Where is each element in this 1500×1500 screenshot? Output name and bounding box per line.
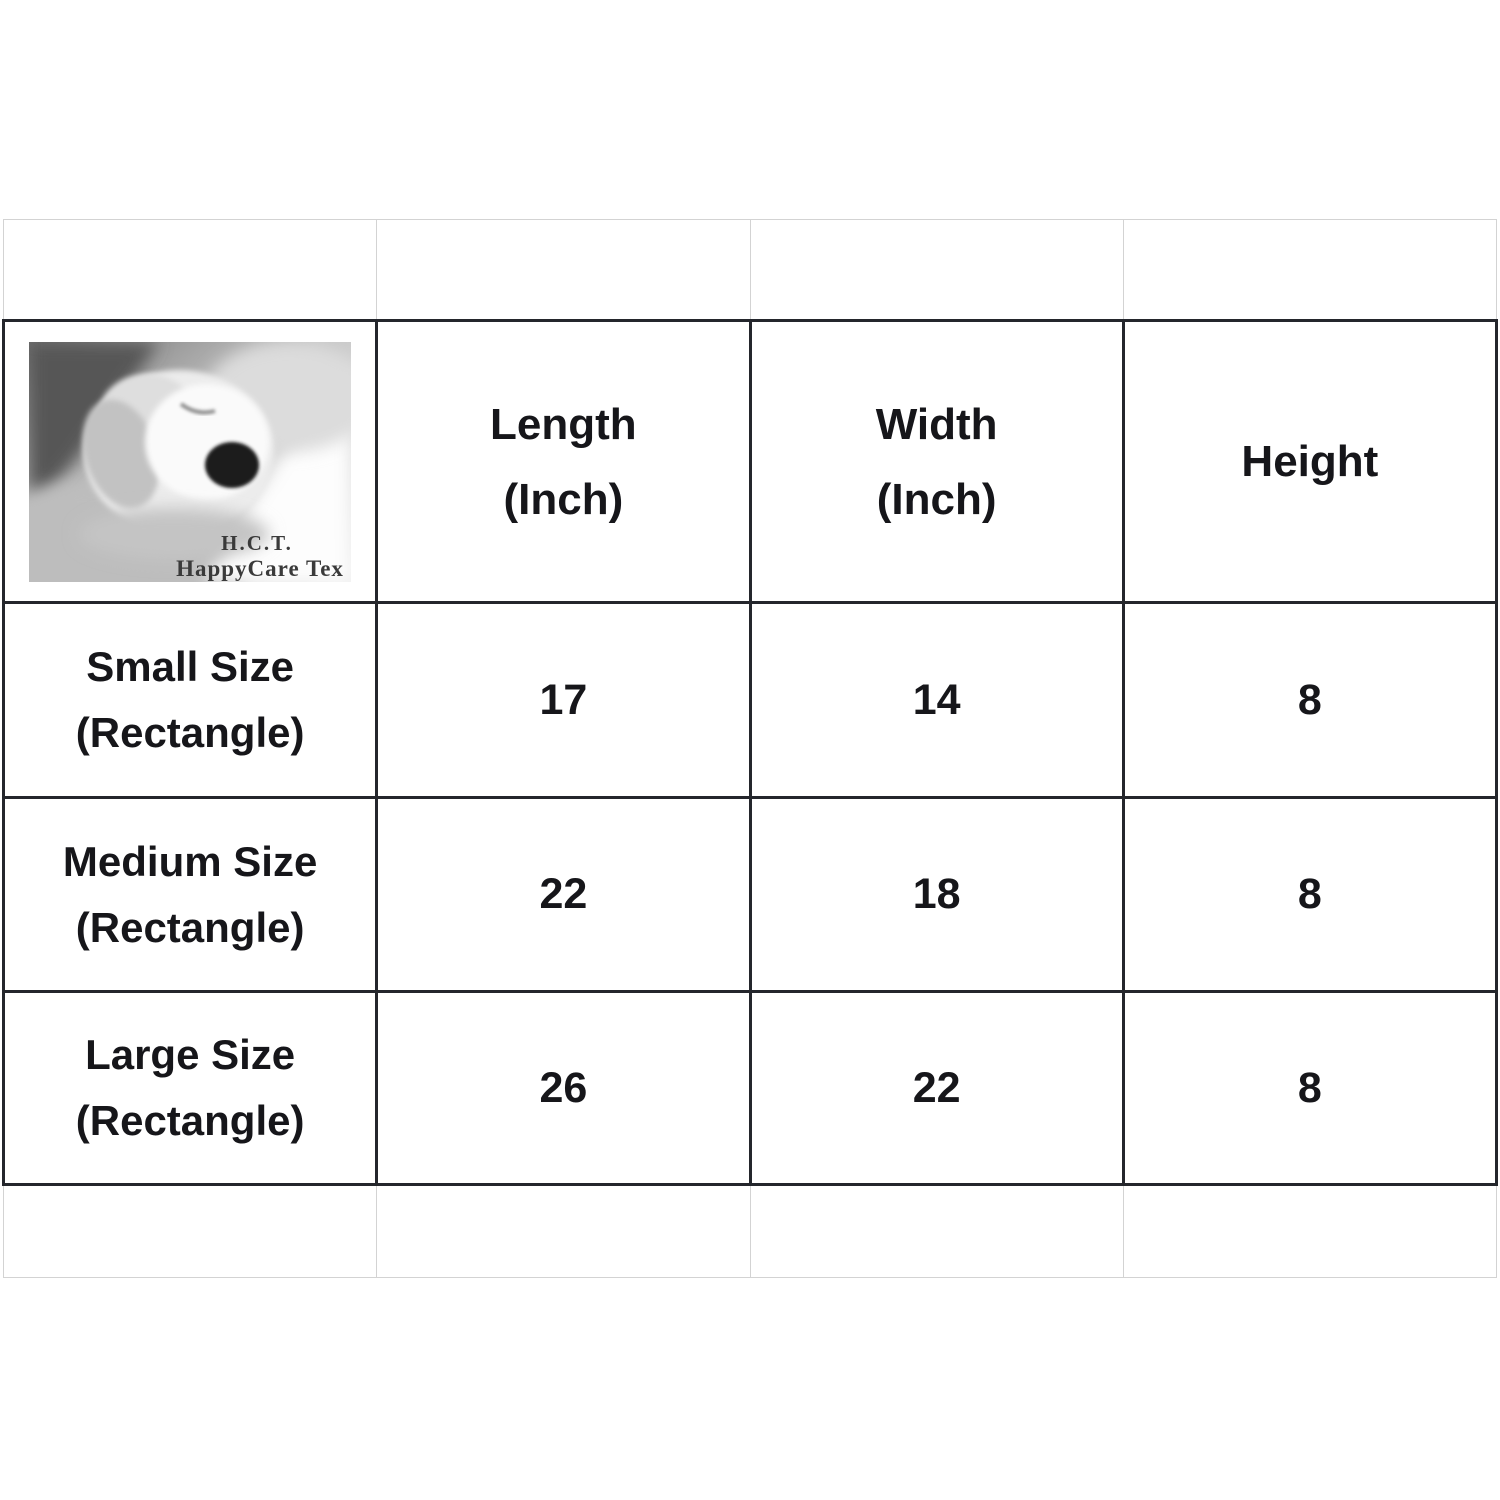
cell-small-height: 8 <box>1121 601 1499 799</box>
row-label-small: Small Size (Rectangle) <box>1 601 379 799</box>
row-shape: (Rectangle) <box>75 1097 305 1144</box>
spacer-cell <box>376 1184 751 1278</box>
spacer-cell <box>749 1184 1124 1278</box>
row-label-large: Large Size (Rectangle) <box>1 990 379 1186</box>
puppy-closed-eye <box>179 401 216 414</box>
size-chart-stage: H.C.T. HappyCare Tex Length (Inch) Width… <box>1 219 1499 1278</box>
head-shadow <box>79 507 270 560</box>
brand-logo-cell: H.C.T. HappyCare Tex <box>1 319 379 604</box>
row-name: Large Size <box>85 1031 296 1078</box>
row-label-medium: Medium Size (Rectangle) <box>1 796 379 993</box>
header-cell-length: Length (Inch) <box>375 319 752 604</box>
header-row: H.C.T. HappyCare Tex Length (Inch) Width… <box>1 319 1499 604</box>
table-row-small: Small Size (Rectangle) 17 14 8 <box>1 601 1499 799</box>
row-shape: (Rectangle) <box>75 903 305 951</box>
header-unit: (Inch) <box>503 474 624 524</box>
spacer-cell <box>1122 1184 1498 1278</box>
cell-small-length: 17 <box>375 601 752 799</box>
spacer-cell <box>2 219 378 321</box>
row-name: Medium Size <box>62 837 318 885</box>
spacer-row-bottom <box>2 1184 1498 1278</box>
size-chart-table: H.C.T. HappyCare Tex Length (Inch) Width… <box>1 219 1499 1278</box>
spacer-row-top <box>2 219 1498 321</box>
brand-logo-image: H.C.T. HappyCare Tex <box>29 341 352 582</box>
cell-medium-height: 8 <box>1121 796 1499 993</box>
brand-name-text: HappyCare Tex <box>176 556 344 581</box>
spacer-cell <box>2 1184 378 1278</box>
spacer-cell <box>376 219 751 321</box>
cell-medium-width: 18 <box>748 796 1125 993</box>
puppy-nose <box>205 441 260 488</box>
header-cell-width: Width (Inch) <box>748 319 1125 604</box>
cell-medium-length: 22 <box>375 796 752 993</box>
table-row-large: Large Size (Rectangle) 26 22 8 <box>1 990 1499 1186</box>
row-name: Small Size <box>86 643 294 690</box>
brand-initials-text: H.C.T. <box>221 531 293 555</box>
cell-large-length: 26 <box>375 990 752 1186</box>
header-label: Length <box>490 399 637 449</box>
puppy-face <box>145 383 270 500</box>
puppy-ear <box>82 399 160 508</box>
cell-large-width: 22 <box>748 990 1125 1186</box>
spacer-cell <box>749 219 1124 321</box>
header-label: Height <box>1241 437 1379 486</box>
row-shape: (Rectangle) <box>75 709 305 756</box>
header-cell-height: Height <box>1121 319 1499 604</box>
cell-large-height: 8 <box>1121 990 1499 1186</box>
spacer-cell <box>1122 219 1498 321</box>
header-label: Width <box>875 399 998 449</box>
table-row-medium: Medium Size (Rectangle) 22 18 8 <box>1 796 1499 993</box>
cell-small-width: 14 <box>748 601 1125 799</box>
header-unit: (Inch) <box>876 474 997 524</box>
